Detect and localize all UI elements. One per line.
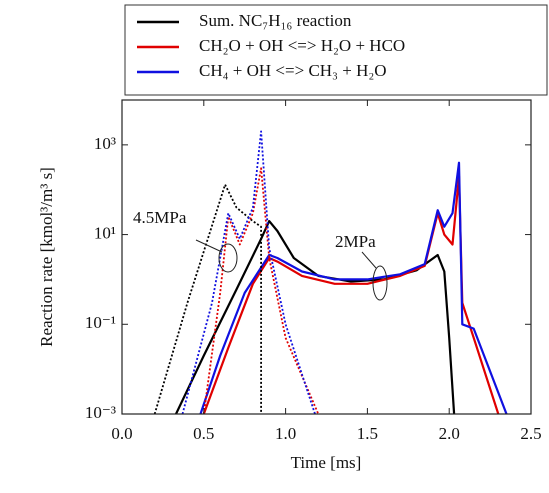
legend-box: [124, 4, 548, 96]
annotation-ellipse: [218, 243, 238, 273]
x-tick-label: 1.0: [275, 424, 296, 443]
series-line: [202, 167, 320, 414]
annotation: 4.5MPa: [133, 208, 187, 227]
y-axis-label: Reaction rate [kmol³/m³ s]: [37, 167, 56, 347]
y-tick-label: 10¹: [94, 223, 116, 242]
plot-area: [153, 130, 508, 414]
y-tick-label: 10⁻¹: [85, 313, 116, 332]
y-tick-label: 10⁻³: [85, 403, 116, 422]
series-line: [181, 130, 316, 414]
x-tick-label: 2.0: [439, 424, 460, 443]
legend-label: Sum. NC₇H₁₆ reaction: [199, 11, 352, 30]
annotation-leader: [195, 239, 223, 253]
legend-label: CH₂O + OH <=> H₂O + HCO: [199, 36, 405, 55]
y-tick-label: 10³: [94, 134, 116, 153]
x-tick-label: 0.0: [111, 424, 132, 443]
series-line: [202, 175, 500, 414]
x-tick-label: 0.5: [193, 424, 214, 443]
annotation-leader: [361, 251, 377, 269]
x-tick-label: 1.5: [357, 424, 378, 443]
legend-label: CH₄ + OH <=> CH₃ + H₂O: [199, 61, 387, 80]
x-axis-label: Time [ms]: [291, 453, 362, 472]
annotation: 2MPa: [335, 232, 376, 251]
annotation-ellipse: [372, 265, 388, 301]
series-line: [199, 161, 508, 414]
x-tick-label: 2.5: [520, 424, 541, 443]
series-line: [153, 183, 262, 414]
axes-frame: [121, 99, 532, 415]
